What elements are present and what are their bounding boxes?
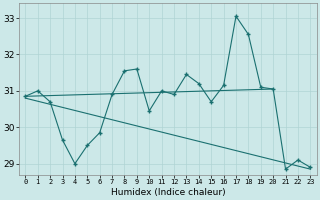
X-axis label: Humidex (Indice chaleur): Humidex (Indice chaleur) <box>110 188 225 197</box>
